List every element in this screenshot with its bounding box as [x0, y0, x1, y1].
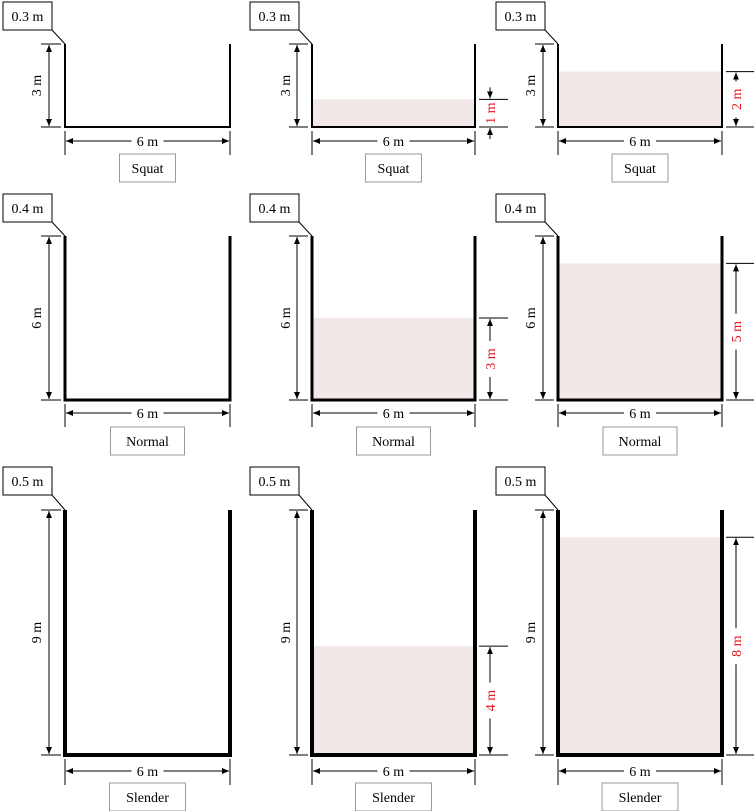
tank-panel: 0.3 m 3 m 6 m Squat 2 m	[495, 1, 754, 183]
type-label-box	[365, 153, 422, 183]
water-depth-label: 3 m	[484, 348, 499, 370]
thickness-label: 0.4 m	[505, 202, 537, 217]
water-fill	[559, 71, 721, 126]
type-label: Slender	[619, 791, 662, 806]
water-depth-label: 1 m	[484, 102, 499, 124]
water-fill	[559, 263, 721, 399]
type-label: Squat	[378, 162, 410, 177]
type-label: Normal	[372, 435, 415, 450]
tank-wall	[556, 236, 724, 402]
thickness-leader-line	[544, 494, 559, 511]
tank-wall	[310, 510, 477, 757]
water-depth-label: 2 m	[730, 89, 745, 111]
type-label-box	[356, 426, 431, 456]
type-label-box	[602, 426, 678, 456]
height-label: 6 m	[524, 307, 539, 329]
width-label: 6 m	[137, 135, 159, 150]
thickness-leader-line	[51, 221, 66, 237]
tank-wall	[310, 236, 477, 402]
type-label: Slender	[126, 791, 169, 806]
tank-panel: 0.5 m 9 m 6 m Slender	[2, 466, 232, 811]
type-label: Normal	[126, 435, 169, 450]
thickness-callout-box	[495, 193, 546, 223]
width-label: 6 m	[383, 407, 405, 422]
thickness-leader-line	[298, 221, 313, 237]
water-fill	[560, 537, 720, 753]
height-label: 3 m	[30, 75, 45, 97]
thickness-callout-box	[2, 1, 53, 31]
thickness-leader-line	[298, 494, 313, 511]
type-label-box	[355, 782, 432, 811]
thickness-leader-line	[544, 29, 559, 45]
height-label: 6 m	[30, 307, 45, 329]
tank-wall	[64, 44, 231, 128]
tank-panel: 0.4 m 6 m 6 m Normal 3 m	[249, 193, 508, 456]
thickness-leader-line	[51, 29, 66, 45]
thickness-leader-line	[51, 494, 66, 511]
water-fill	[313, 318, 474, 399]
tank-wall	[63, 236, 232, 402]
tank-panel: 0.5 m 9 m 6 m Slender 4 m	[249, 466, 508, 811]
water-fill	[314, 646, 473, 753]
water-fill	[313, 99, 474, 126]
thickness-label: 0.5 m	[12, 475, 44, 490]
height-label: 9 m	[524, 622, 539, 644]
tank-panel: 0.4 m 6 m 6 m Normal 5 m	[495, 193, 754, 456]
height-label: 9 m	[30, 622, 45, 644]
thickness-callout-box	[249, 193, 300, 223]
thickness-callout-box	[249, 1, 300, 31]
type-label: Slender	[372, 791, 415, 806]
width-label: 6 m	[629, 407, 651, 422]
width-label: 6 m	[137, 765, 159, 780]
thickness-label: 0.5 m	[259, 475, 291, 490]
tank-panel: 0.5 m 9 m 6 m Slender 8 m	[495, 466, 754, 811]
tank-wall	[63, 510, 232, 757]
type-label: Squat	[624, 162, 656, 177]
thickness-leader-line	[298, 29, 313, 45]
type-label-box	[110, 426, 185, 456]
width-label: 6 m	[137, 407, 159, 422]
thickness-callout-box	[495, 1, 546, 31]
height-label: 3 m	[524, 75, 539, 97]
tank-panel: 0.3 m 3 m 6 m Squat 1 m	[249, 1, 508, 183]
thickness-callout-box	[495, 466, 546, 496]
tank-panel: 0.3 m 3 m 6 m Squat	[2, 1, 231, 183]
height-label: 3 m	[279, 75, 294, 97]
thickness-label: 0.5 m	[505, 475, 537, 490]
tank-panel: 0.4 m 6 m 6 m Normal	[2, 193, 232, 456]
thickness-label: 0.3 m	[259, 10, 291, 25]
type-label: Normal	[619, 435, 662, 450]
height-label: 6 m	[279, 307, 294, 329]
width-label: 6 m	[383, 135, 405, 150]
width-label: 6 m	[629, 765, 651, 780]
height-label: 9 m	[279, 622, 294, 644]
type-label-box	[109, 782, 186, 811]
thickness-label: 0.4 m	[12, 202, 44, 217]
tank-wall	[556, 510, 724, 757]
type-label-box	[601, 782, 679, 811]
tank-wall	[311, 44, 476, 128]
thickness-callout-box	[2, 466, 53, 496]
water-depth-label: 8 m	[730, 635, 745, 657]
thickness-callout-box	[249, 466, 300, 496]
thickness-label: 0.3 m	[12, 10, 44, 25]
thickness-leader-line	[544, 221, 559, 237]
thickness-callout-box	[2, 193, 53, 223]
type-label-box	[611, 153, 669, 183]
tank-wall	[557, 44, 723, 128]
type-label: Squat	[132, 162, 164, 177]
water-depth-label: 5 m	[730, 321, 745, 343]
thickness-label: 0.4 m	[259, 202, 291, 217]
thickness-label: 0.3 m	[505, 10, 537, 25]
width-label: 6 m	[383, 765, 405, 780]
width-label: 6 m	[629, 135, 651, 150]
type-label-box	[119, 153, 176, 183]
water-depth-label: 4 m	[484, 690, 499, 712]
